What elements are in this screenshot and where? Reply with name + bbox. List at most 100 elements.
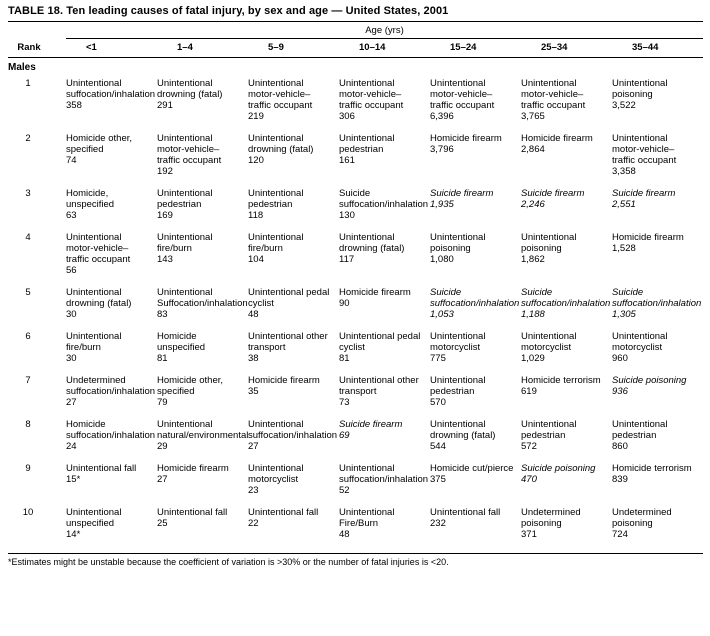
count-text: 14* <box>66 529 81 540</box>
cause-text: Unintentional drowning (fatal) <box>248 133 314 155</box>
cause-cell: Unintentional motor-vehicle–traffic occu… <box>612 133 703 188</box>
cause-cell: Unintentional motor-vehicle–traffic occu… <box>339 78 430 133</box>
cause-cell: Unintentional motor-vehicle–traffic occu… <box>248 78 339 133</box>
cause-cell: Unintentional motorcyclist 23 <box>248 463 339 507</box>
cause-text: Unintentional drowning (fatal) <box>157 78 223 100</box>
count-text: 25 <box>157 518 168 529</box>
cause-cell: Undetermined suffocation/inhalation 27 <box>66 375 157 419</box>
cause-text: Unintentional pedal cyclist <box>339 331 421 353</box>
cause-text: Suicide firearm <box>430 188 494 199</box>
count-text: 306 <box>339 111 355 122</box>
count-text: 48 <box>339 529 350 540</box>
count-text: 1,862 <box>521 254 545 265</box>
cause-text: Unintentional motor-vehicle–traffic occu… <box>521 78 586 111</box>
cause-cell: Unintentional motor-vehicle–traffic occu… <box>521 78 612 133</box>
count-text: 169 <box>157 210 173 221</box>
cause-cell: Unintentional drowning (fatal) 30 <box>66 287 157 331</box>
cause-cell: Unintentional drowning (fatal) 117 <box>339 232 430 287</box>
count-text: 2,246 <box>521 199 545 210</box>
cause-cell: Unintentional pedestrian 572 <box>521 419 612 463</box>
cause-text: Suicide poisoning <box>612 375 687 386</box>
cause-text: Unintentional motor-vehicle–traffic occu… <box>339 78 404 111</box>
count-text: 38 <box>248 353 259 364</box>
cause-text: Homicide other, specified <box>66 133 133 155</box>
count-text: 24 <box>66 441 77 452</box>
cause-text: Unintentional pedal cyclist <box>248 287 330 309</box>
cause-cell: Unintentional motor-vehicle–traffic occu… <box>66 232 157 287</box>
cause-text: Homicide firearm <box>612 232 684 243</box>
table-row: 1 Unintentional suffocation/inhalation 358… <box>8 78 703 133</box>
cause-text: Undetermined poisoning <box>521 507 581 529</box>
cause-cell: Unintentional drowning (fatal) 291 <box>157 78 248 133</box>
cause-cell: Unintentional pedestrian 169 <box>157 188 248 232</box>
count-text: 232 <box>430 518 446 529</box>
age-column-header: 25–34 <box>521 38 612 58</box>
cause-text: Unintentional motor-vehicle–traffic occu… <box>66 232 131 265</box>
count-text: 35 <box>248 386 259 397</box>
cause-text: Unintentional drowning (fatal) <box>430 419 496 441</box>
age-column-header: 10–14 <box>339 38 430 58</box>
cause-cell: Undetermined poisoning 371 <box>521 507 612 551</box>
cause-cell: Unintentional motorcyclist 775 <box>430 331 521 375</box>
cause-cell: Undetermined poisoning 724 <box>612 507 703 551</box>
rank-cell: 8 <box>25 419 31 430</box>
cause-cell: Unintentional poisoning 3,522 <box>612 78 703 133</box>
count-text: 219 <box>248 111 264 122</box>
cause-cell: Unintentional other transport 38 <box>248 331 339 375</box>
count-text: 27 <box>157 474 168 485</box>
age-group-header-row: Age (yrs) <box>8 22 703 39</box>
count-text: 15* <box>66 474 81 485</box>
cause-text: Homicide firearm <box>157 463 229 474</box>
cause-cell: Unintentional other transport 73 <box>339 375 430 419</box>
cause-text: Unintentional fall <box>430 507 501 518</box>
table-body: Males 1 Unintentional suffocation/inhalat… <box>8 58 703 552</box>
cause-text: Suicide firearm <box>612 188 676 199</box>
cause-text: Unintentional natural/environmental <box>157 419 249 441</box>
cause-cell: Unintentional drowning (fatal) 120 <box>248 133 339 188</box>
cause-text: Unintentional fire/burn <box>248 232 304 254</box>
cause-cell: Unintentional Fire/Burn 48 <box>339 507 430 551</box>
cause-cell: Unintentional motor-vehicle–traffic occu… <box>430 78 521 133</box>
cause-cell: Unintentional drowning (fatal) 544 <box>430 419 521 463</box>
count-text: 30 <box>66 353 77 364</box>
count-text: 73 <box>339 397 350 408</box>
rank-cell: 3 <box>25 188 31 199</box>
cause-text: Suicide firearm <box>521 188 585 199</box>
cause-text: Unintentional pedestrian <box>430 375 486 397</box>
cause-text: Unintentional motorcyclist <box>248 463 304 485</box>
count-text: 22 <box>248 518 259 529</box>
cause-cell: Suicide suffocation/inhalation 1,188 <box>521 287 612 331</box>
count-text: 775 <box>430 353 446 364</box>
cause-cell: Suicide firearm 69 <box>339 419 430 463</box>
count-text: 1,080 <box>430 254 454 265</box>
cause-cell: Unintentional poisoning 1,080 <box>430 232 521 287</box>
table-row: 7 Undetermined suffocation/inhalation 27 Ho… <box>8 375 703 419</box>
cause-text: Unintentional poisoning <box>612 78 668 100</box>
cause-text: Unintentional motor-vehicle–traffic occu… <box>157 133 222 166</box>
cause-cell: Homicide unspecified 81 <box>157 331 248 375</box>
cause-text: Unintentional motorcyclist <box>612 331 668 353</box>
cause-text: Homicide cut/pierce <box>430 463 514 474</box>
table-row: 8 Homicide suffocation/inhalation 24 Uninte… <box>8 419 703 463</box>
rank-cell: 2 <box>25 133 31 144</box>
cause-text: Homicide terrorism <box>612 463 692 474</box>
cause-text: Suicide suffocation/inhalation <box>612 287 702 309</box>
count-text: 619 <box>521 386 537 397</box>
cause-cell: Unintentional pedestrian 860 <box>612 419 703 463</box>
count-text: 52 <box>339 485 350 496</box>
count-text: 90 <box>339 298 350 309</box>
cause-text: Undetermined poisoning <box>612 507 672 529</box>
cause-cell: Suicide poisoning 470 <box>521 463 612 507</box>
cause-cell: Homicide terrorism 839 <box>612 463 703 507</box>
cause-cell: Homicide firearm 27 <box>157 463 248 507</box>
cause-text: Unintentional pedestrian <box>157 188 213 210</box>
count-text: 104 <box>248 254 264 265</box>
cause-cell: Unintentional pedestrian 161 <box>339 133 430 188</box>
count-text: 81 <box>157 353 168 364</box>
age-column-header: 35–44 <box>612 38 703 58</box>
cause-cell: Homicide firearm 2,864 <box>521 133 612 188</box>
cause-text: Suicide firearm <box>339 419 403 430</box>
cause-text: Unintentional drowning (fatal) <box>66 287 132 309</box>
cause-cell: Unintentional motor-vehicle–traffic occu… <box>157 133 248 188</box>
table-title: TABLE 18. Ten leading causes of fatal in… <box>8 5 703 22</box>
